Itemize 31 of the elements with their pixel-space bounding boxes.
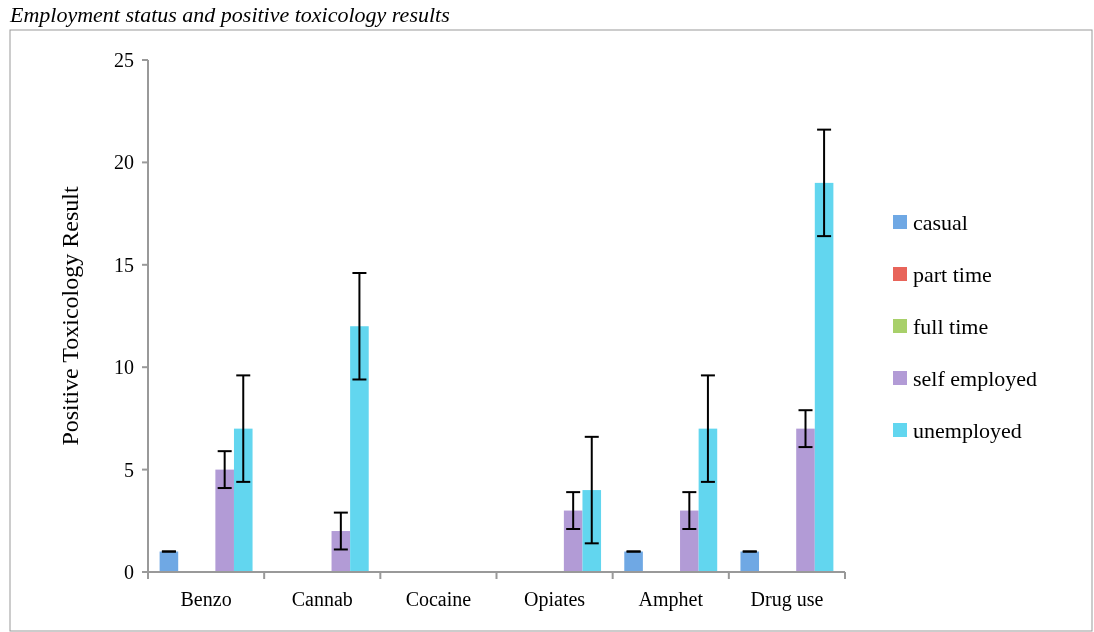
x-tick-label: Cocaine (405, 588, 472, 610)
x-tick-label: Benzo (180, 588, 232, 610)
y-tick-label: 25 (114, 49, 134, 71)
chart-title: Employment status and positive toxicology results (9, 2, 450, 27)
x-tick-label: Amphet (638, 588, 704, 611)
bar (740, 551, 760, 572)
bar (233, 428, 253, 572)
bar (215, 469, 234, 572)
legend-label: full time (913, 313, 989, 339)
bar (582, 490, 602, 572)
bar (680, 510, 699, 572)
bar (698, 428, 718, 572)
y-tick-label: 0 (124, 561, 134, 583)
bar (331, 531, 351, 572)
y-tick-label: 10 (114, 356, 134, 379)
bar (350, 326, 369, 572)
y-tick-label: 20 (114, 151, 134, 174)
bar (796, 428, 815, 572)
bar (624, 551, 643, 572)
x-tick-label: Drug use (750, 588, 824, 611)
x-tick-label: Opiates (524, 588, 586, 611)
bar (814, 182, 834, 572)
legend-label: unemployed (913, 417, 1022, 443)
y-axis-title: Positive Toxicology Result (57, 186, 83, 446)
y-tick-label: 5 (124, 458, 134, 481)
legend-label: part time (913, 261, 992, 287)
x-tick-label: Cannab (291, 588, 353, 610)
legend-label: casual (913, 209, 968, 235)
legend-label: self employed (913, 365, 1038, 391)
bar (563, 510, 583, 572)
y-tick-label: 15 (114, 253, 134, 276)
